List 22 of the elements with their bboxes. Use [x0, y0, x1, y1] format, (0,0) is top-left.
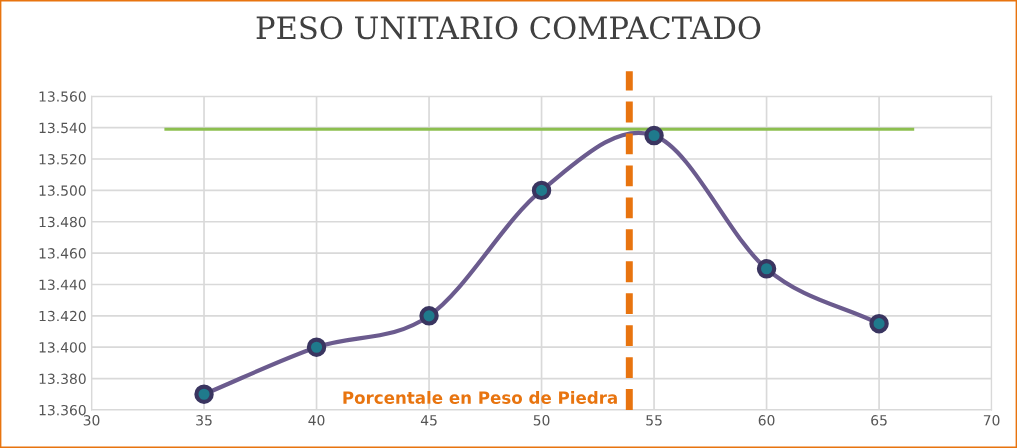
y-tick-label: 13.440	[39, 279, 86, 290]
chart-title: PESO UNITARIO COMPACTADO	[256, 16, 761, 40]
x-tick-label: 45	[420, 415, 437, 426]
y-tick-label: 13.400	[39, 342, 86, 353]
y-tick-label: 13.420	[39, 310, 86, 322]
x-tick-label: 40	[308, 415, 325, 426]
x-tick-label: 70	[983, 415, 1000, 426]
y-tick-label: 13.560	[39, 91, 86, 102]
x-tick-label: 55	[646, 415, 662, 426]
x-tick-label: 30	[83, 415, 100, 426]
x-tick-label: 65	[871, 415, 887, 426]
y-tick-label: 13.460	[39, 248, 86, 259]
y-tick-label: 13.360	[39, 404, 86, 416]
ref-line-label: Porcentale en Peso de Piedra	[343, 391, 617, 404]
x-tick-label: 50	[533, 415, 550, 426]
y-tick-label: 13.480	[39, 216, 86, 228]
x-tick-label: 35	[196, 415, 212, 426]
y-tick-label: 13.540	[39, 122, 86, 134]
y-tick-label: 13.500	[39, 185, 86, 196]
x-tick-label: 60	[758, 415, 775, 426]
y-tick-label: 13.380	[39, 373, 86, 385]
y-tick-label: 13.520	[39, 154, 86, 165]
